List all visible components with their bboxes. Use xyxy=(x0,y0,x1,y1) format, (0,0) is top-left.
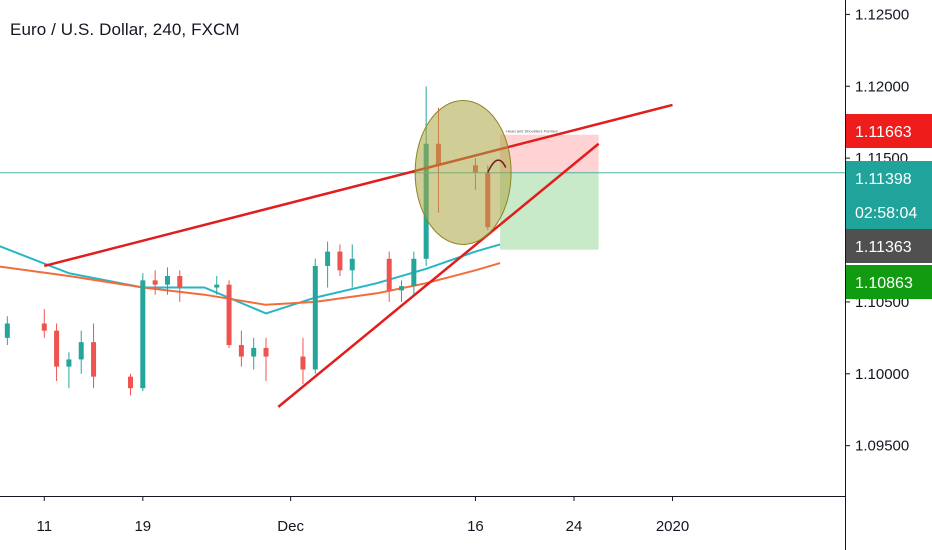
candle-body-5 xyxy=(91,342,97,377)
x-tick-label-3: 16 xyxy=(467,518,484,535)
price-badge-2 xyxy=(846,195,932,229)
candle-body-17 xyxy=(312,265,318,370)
candle-body-23 xyxy=(411,258,417,287)
candle-body-7 xyxy=(140,280,146,389)
trendline-1 xyxy=(277,142,600,408)
moving-average-0 xyxy=(0,243,501,315)
candle-body-14 xyxy=(251,347,257,357)
candle-body-1 xyxy=(41,323,47,331)
candle-body-15 xyxy=(263,347,269,357)
price-badge-label-4: 1.10863 xyxy=(855,275,913,292)
candle-body-19 xyxy=(337,251,343,271)
candle-body-6 xyxy=(128,376,134,389)
y-tick-label-5: 1.12000 xyxy=(855,78,909,95)
y-tick-label-6: 1.12500 xyxy=(855,6,909,23)
chart-title: Euro / U.S. Dollar, 240, FXCM xyxy=(10,20,240,39)
price-badge-4 xyxy=(846,265,932,299)
x-tick-label-2: Dec xyxy=(277,518,304,535)
candle-body-0 xyxy=(4,323,10,338)
candle-body-13 xyxy=(238,345,244,357)
price-badge-3 xyxy=(846,229,932,263)
candle-body-8 xyxy=(152,280,158,285)
annotation-0: Head and Shoulders Formed xyxy=(506,128,557,133)
candle-body-4 xyxy=(78,342,84,360)
candle-body-2 xyxy=(54,330,60,367)
stop-loss-zone xyxy=(500,134,599,173)
trendline-0 xyxy=(43,103,673,268)
price-badge-label-2: 02:58:04 xyxy=(855,205,917,222)
price-badge-0 xyxy=(846,114,932,148)
candle-body-12 xyxy=(226,284,232,346)
candle-body-21 xyxy=(386,258,392,291)
candle-body-20 xyxy=(349,258,355,271)
x-tick-label-0: 11 xyxy=(36,518,52,535)
candle-body-9 xyxy=(164,276,170,285)
moving-average-1 xyxy=(0,262,501,306)
candle-body-10 xyxy=(177,276,183,288)
candle-body-22 xyxy=(399,286,405,291)
x-tick-label-1: 19 xyxy=(134,518,151,535)
x-tick-label-5: 2020 xyxy=(656,518,689,535)
price-badge-label-1: 1.11398 xyxy=(855,171,912,188)
y-tick-label-1: 1.10000 xyxy=(855,366,909,383)
y-tick-label-0: 1.09500 xyxy=(855,438,909,455)
candle-body-11 xyxy=(214,284,220,288)
head-and-shoulders-ellipse xyxy=(414,100,512,246)
x-tick-label-4: 24 xyxy=(566,518,583,535)
candle-body-18 xyxy=(325,251,331,266)
price-badge-label-3: 1.11363 xyxy=(855,239,912,256)
candle-body-16 xyxy=(300,356,306,370)
price-badge-label-0: 1.11663 xyxy=(855,124,912,141)
candle-body-3 xyxy=(66,359,72,367)
projection-curve xyxy=(487,159,507,173)
price-badge-1 xyxy=(846,161,932,195)
